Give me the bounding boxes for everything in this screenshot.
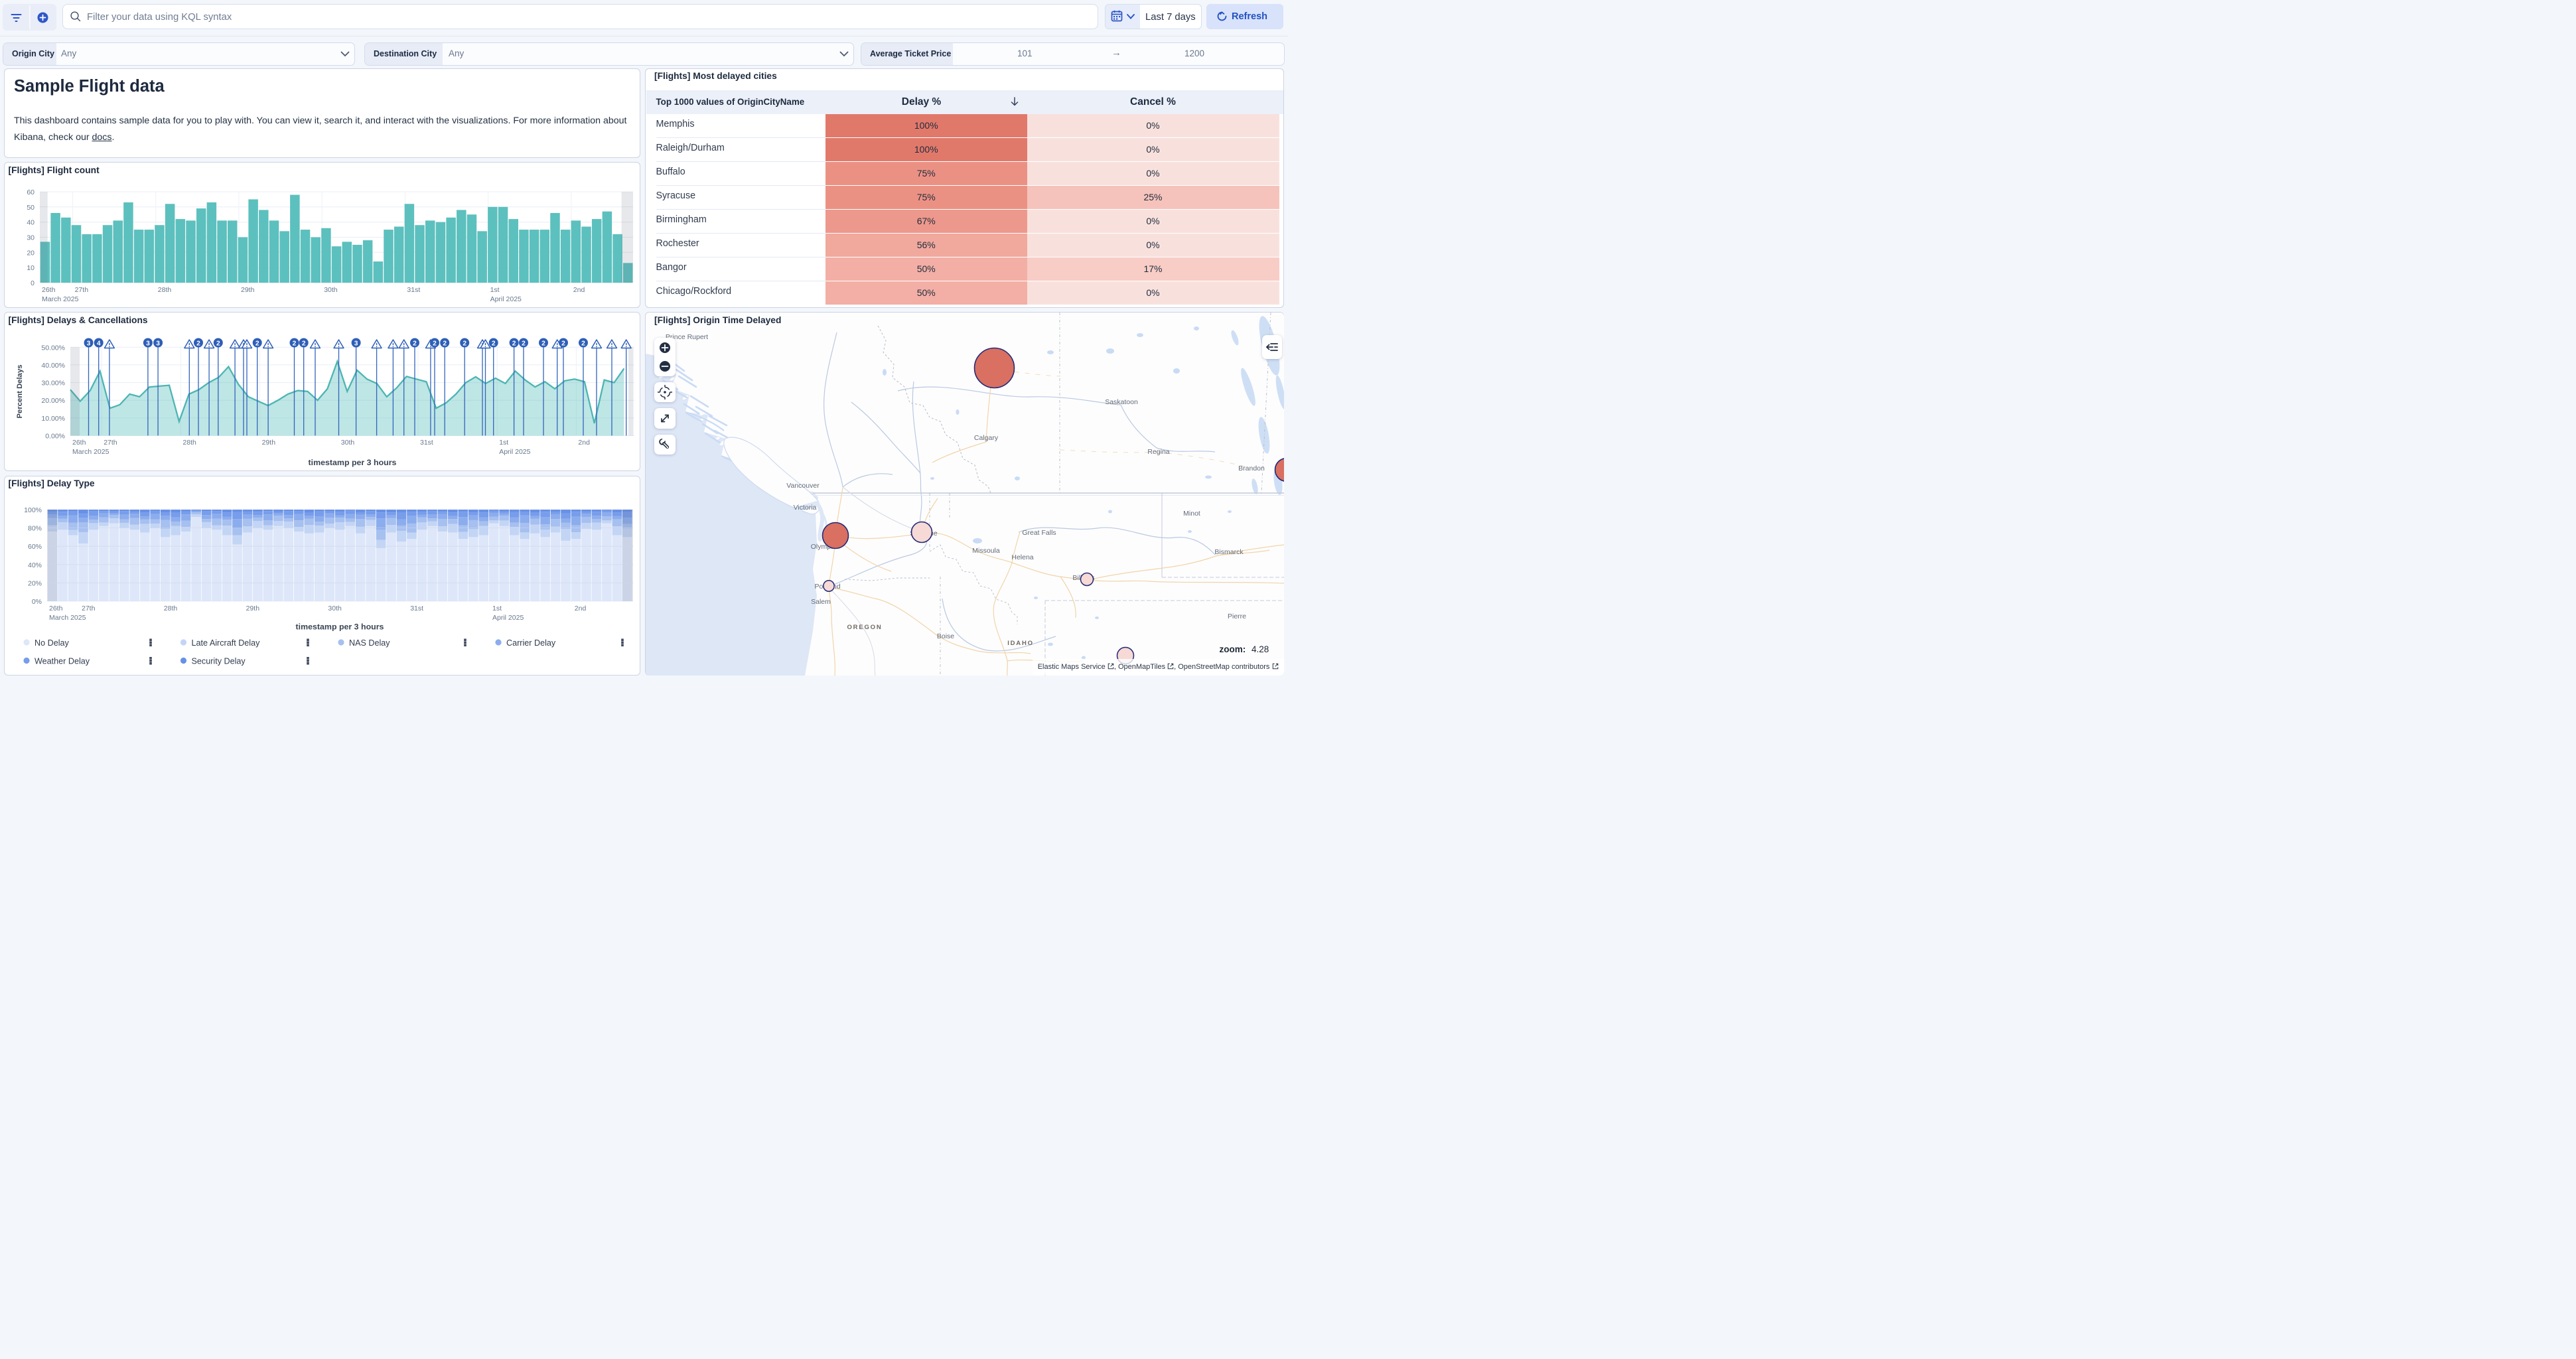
svg-text:29th: 29th [241,286,255,294]
svg-text:3: 3 [146,340,150,347]
svg-text:2: 2 [443,340,447,347]
svg-text:Regina: Regina [1147,448,1169,456]
svg-text:30th: 30th [341,439,355,447]
svg-text:April 2025: April 2025 [492,614,524,622]
svg-text:1st: 1st [490,286,500,294]
svg-text:0.00%: 0.00% [45,433,65,441]
svg-text:Late Aircraft Delay: Late Aircraft Delay [192,638,261,648]
svg-text:1st: 1st [492,605,502,612]
svg-text:20%: 20% [28,579,42,587]
svg-text:4.28: 4.28 [1252,644,1269,654]
svg-text:1st: 1st [499,439,508,447]
svg-text:Minot: Minot [1183,510,1200,518]
svg-text:NAS Delay: NAS Delay [349,638,390,648]
svg-text:29th: 29th [246,605,260,612]
svg-text:Prince Rupert: Prince Rupert [665,333,707,341]
svg-text:30th: 30th [328,605,342,612]
svg-text:Calgary: Calgary [973,434,998,442]
svg-text:28th: 28th [182,439,196,447]
svg-text:27th: 27th [82,605,96,612]
svg-text:40: 40 [27,219,35,227]
svg-text:80%: 80% [28,524,42,532]
svg-text:2: 2 [561,340,565,347]
svg-text:2nd: 2nd [578,439,590,447]
svg-text:10.00%: 10.00% [41,415,65,423]
svg-text:2: 2 [413,340,417,347]
svg-text:50.00%: 50.00% [41,344,65,352]
svg-text:timestamp per 3 hours: timestamp per 3 hours [309,458,397,467]
svg-text:Percent Delays: Percent Delays [16,364,24,418]
svg-text:28th: 28th [158,286,172,294]
svg-text:OREGON: OREGON [847,624,882,631]
svg-text:Brandon: Brandon [1238,465,1265,472]
svg-text:Great Falls: Great Falls [1022,529,1056,537]
svg-text:26th: 26th [49,605,63,612]
svg-text:0: 0 [31,279,35,287]
svg-text:26th: 26th [42,286,56,294]
svg-text:2: 2 [433,340,437,347]
svg-text:2: 2 [302,340,306,347]
svg-text:50: 50 [27,204,35,212]
svg-text:30.00%: 30.00% [41,380,65,388]
svg-text:Victoria: Victoria [793,504,816,512]
svg-text:2: 2 [216,340,220,347]
svg-text:31st: 31st [410,605,423,612]
svg-text:zoom:: zoom: [1219,644,1248,654]
svg-text:March 2025: March 2025 [49,614,86,622]
svg-text:20: 20 [27,249,35,257]
svg-text:40%: 40% [28,561,42,569]
svg-text:Carrier Delay: Carrier Delay [506,638,556,648]
svg-text:2nd: 2nd [573,286,585,294]
svg-text:2: 2 [293,340,297,347]
svg-text:2: 2 [522,340,526,347]
svg-text:Missoula: Missoula [972,547,1000,555]
svg-text:2: 2 [463,340,466,347]
svg-text:4: 4 [97,340,101,347]
svg-text:3: 3 [354,340,358,347]
svg-text:100%: 100% [24,506,42,514]
svg-text:31st: 31st [407,286,420,294]
svg-text:March 2025: March 2025 [72,448,109,456]
svg-text:27th: 27th [75,286,89,294]
svg-text:March 2025: March 2025 [42,295,79,303]
svg-text:Saskatoon: Saskatoon [1105,398,1138,406]
svg-text:2nd: 2nd [575,605,587,612]
svg-text:30: 30 [27,234,35,242]
svg-text:No Delay: No Delay [35,638,69,648]
svg-text:April 2025: April 2025 [499,448,530,456]
svg-text:60%: 60% [28,543,42,551]
svg-text:28th: 28th [164,605,178,612]
svg-text:2: 2 [581,340,585,347]
svg-text:2: 2 [512,340,516,347]
svg-text:Security Delay: Security Delay [192,656,246,666]
svg-text:2: 2 [255,340,259,347]
svg-text:3: 3 [156,340,160,347]
svg-text:Vancouver: Vancouver [786,482,820,490]
svg-text:0%: 0% [32,598,42,606]
svg-text:40.00%: 40.00% [41,362,65,370]
svg-text:Helena: Helena [1011,553,1033,561]
svg-text:2: 2 [196,340,200,347]
svg-text:2: 2 [541,340,545,347]
svg-text:Bismarck: Bismarck [1214,548,1244,556]
svg-text:3: 3 [87,340,91,347]
svg-text:31st: 31st [420,439,433,447]
svg-text:Weather Delay: Weather Delay [35,656,90,666]
svg-text:20.00%: 20.00% [41,397,65,405]
svg-text:timestamp per 3 hours: timestamp per 3 hours [296,622,384,631]
svg-text:60: 60 [27,188,35,196]
svg-text:Pierre: Pierre [1227,612,1246,620]
svg-text:29th: 29th [262,439,276,447]
svg-text:IDAHO: IDAHO [1007,640,1034,647]
svg-text:26th: 26th [72,439,86,447]
svg-text:27th: 27th [104,439,117,447]
svg-text:Boise: Boise [936,632,954,640]
svg-text:30th: 30th [324,286,338,294]
svg-text:10: 10 [27,264,35,272]
svg-text:April 2025: April 2025 [490,295,522,303]
svg-text:2: 2 [492,340,496,347]
svg-text:Salem: Salem [811,598,831,606]
